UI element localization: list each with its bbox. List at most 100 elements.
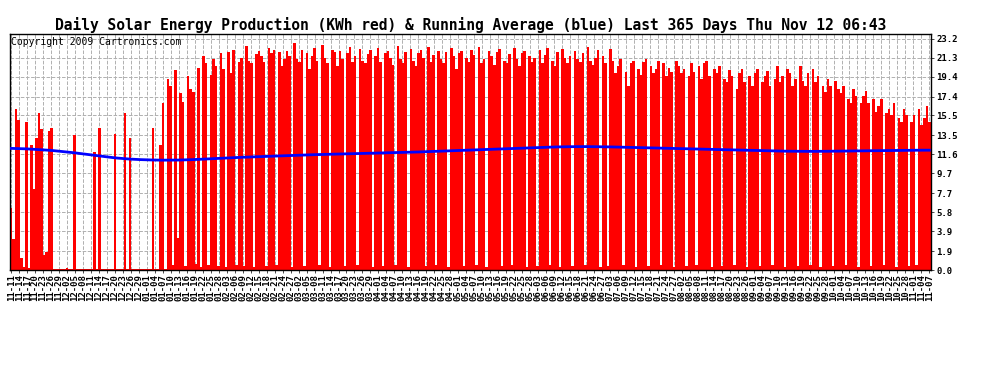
Bar	[121, 269, 124, 270]
Bar	[326, 63, 329, 270]
Bar	[124, 112, 127, 270]
Bar	[905, 116, 908, 270]
Bar	[238, 62, 240, 270]
Bar	[212, 58, 215, 270]
Bar	[195, 264, 197, 270]
Bar	[753, 73, 756, 270]
Bar	[220, 53, 223, 270]
Bar	[581, 53, 584, 270]
Bar	[835, 81, 837, 270]
Bar	[314, 48, 316, 270]
Bar	[460, 51, 462, 270]
Bar	[683, 69, 685, 270]
Bar	[498, 49, 501, 270]
Bar	[129, 138, 132, 270]
Bar	[246, 46, 248, 270]
Bar	[392, 64, 394, 270]
Bar	[10, 208, 13, 270]
Bar	[501, 266, 503, 270]
Bar	[233, 50, 235, 270]
Bar	[452, 56, 455, 270]
Bar	[685, 266, 688, 270]
Bar	[415, 66, 417, 270]
Bar	[361, 61, 364, 270]
Bar	[366, 54, 369, 270]
Bar	[809, 265, 812, 270]
Bar	[240, 58, 243, 270]
Bar	[903, 108, 905, 270]
Bar	[407, 267, 410, 270]
Bar	[713, 69, 716, 270]
Bar	[748, 76, 751, 270]
Bar	[23, 267, 25, 270]
Bar	[485, 267, 488, 270]
Bar	[139, 269, 142, 270]
Bar	[58, 269, 60, 270]
Bar	[159, 146, 161, 270]
Bar	[872, 99, 875, 270]
Bar	[60, 268, 63, 270]
Bar	[52, 269, 55, 270]
Bar	[50, 129, 52, 270]
Bar	[316, 61, 319, 270]
Bar	[493, 64, 496, 270]
Bar	[210, 75, 212, 270]
Bar	[825, 92, 827, 270]
Bar	[913, 116, 916, 270]
Bar	[890, 116, 893, 270]
Bar	[425, 266, 428, 270]
Bar	[564, 58, 566, 270]
Bar	[483, 58, 485, 270]
Bar	[83, 269, 86, 270]
Bar	[248, 61, 250, 270]
Bar	[311, 56, 314, 270]
Bar	[736, 88, 739, 270]
Bar	[379, 62, 382, 270]
Bar	[435, 265, 438, 270]
Bar	[270, 53, 273, 270]
Bar	[205, 63, 207, 270]
Bar	[308, 69, 311, 270]
Bar	[908, 266, 911, 270]
Bar	[506, 63, 508, 270]
Bar	[55, 269, 58, 270]
Bar	[48, 132, 50, 270]
Bar	[184, 266, 187, 270]
Bar	[672, 267, 675, 270]
Bar	[602, 56, 604, 270]
Bar	[137, 269, 139, 270]
Bar	[734, 265, 736, 270]
Bar	[88, 269, 91, 270]
Bar	[597, 50, 599, 270]
Bar	[215, 66, 218, 270]
Bar	[695, 265, 698, 270]
Bar	[921, 126, 923, 270]
Bar	[539, 50, 542, 270]
Bar	[817, 76, 820, 270]
Bar	[177, 238, 179, 270]
Bar	[430, 62, 433, 270]
Bar	[763, 76, 766, 270]
Bar	[18, 120, 20, 270]
Bar	[587, 47, 589, 270]
Bar	[339, 51, 342, 270]
Bar	[576, 58, 579, 270]
Bar	[166, 79, 169, 270]
Bar	[548, 265, 551, 270]
Title: Daily Solar Energy Production (KWh red) & Running Average (blue) Last 365 Days T: Daily Solar Energy Production (KWh red) …	[54, 16, 886, 33]
Bar	[655, 69, 657, 270]
Bar	[776, 66, 779, 270]
Bar	[161, 102, 164, 270]
Bar	[693, 72, 695, 270]
Bar	[622, 265, 625, 270]
Bar	[192, 92, 195, 270]
Bar	[273, 50, 275, 270]
Bar	[524, 51, 526, 270]
Bar	[854, 96, 857, 270]
Bar	[625, 72, 627, 270]
Bar	[531, 62, 534, 270]
Bar	[78, 269, 81, 270]
Bar	[65, 268, 68, 270]
Bar	[766, 70, 768, 270]
Bar	[513, 48, 516, 270]
